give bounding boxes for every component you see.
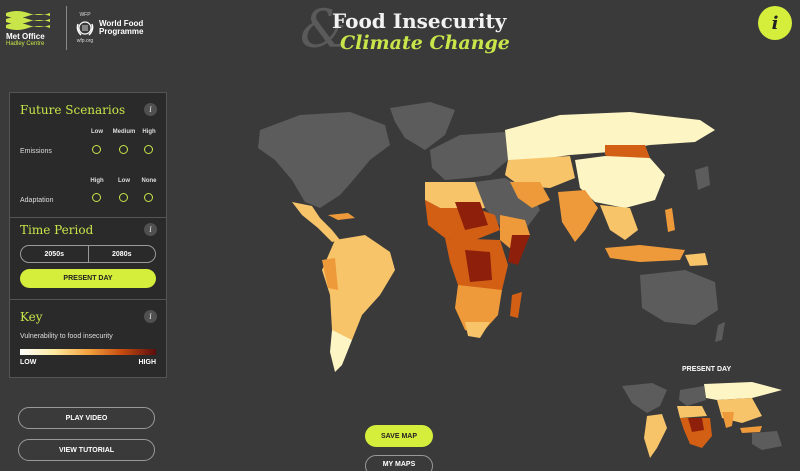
info-button[interactable]: i: [758, 6, 792, 40]
mini-australia: [752, 431, 782, 450]
adaptation-low-radio[interactable]: [119, 193, 128, 202]
emissions-low-radio[interactable]: [92, 145, 101, 154]
world-map[interactable]: [240, 90, 730, 380]
region-south-africa: [465, 322, 490, 338]
period-2080s-button[interactable]: 2080s: [87, 246, 156, 262]
wfp-url: wfp.org: [76, 38, 94, 44]
region-china: [575, 156, 665, 208]
region-andes: [322, 258, 338, 290]
mini-africa: [680, 418, 712, 448]
adaptation-none-radio[interactable]: [144, 193, 153, 202]
mini-south-america: [644, 414, 667, 458]
region-russia: [505, 112, 715, 160]
future-scenarios-title: Future Scenarios: [20, 103, 126, 117]
region-north-america: [258, 112, 390, 208]
emissions-col-medium: Medium: [112, 129, 136, 135]
emissions-col-low: Low: [91, 129, 103, 135]
adaptation-col-low: Low: [118, 178, 130, 184]
mini-africa-core: [688, 418, 704, 432]
region-greenland: [390, 102, 455, 150]
play-video-button[interactable]: PLAY VIDEO: [18, 407, 155, 429]
region-australia: [640, 270, 718, 325]
region-central-asia: [505, 156, 575, 188]
title-line2: Climate Change: [340, 32, 510, 54]
region-drc: [465, 250, 492, 282]
wfp-name-line2: Programme: [99, 27, 144, 36]
wfp-name: World Food Programme: [99, 18, 159, 37]
region-india: [558, 190, 598, 242]
future-scenarios-section: Future Scenarios i Low Medium High Emiss…: [10, 93, 166, 221]
region-caribbean: [328, 213, 355, 220]
divider: [10, 217, 166, 218]
met-office-waves-icon: [6, 10, 50, 30]
wfp-name-line1: World Food: [99, 18, 144, 28]
emissions-medium-radio[interactable]: [119, 145, 128, 154]
wfp-logo: WFP wfp.org World Food Programme: [75, 12, 159, 44]
mini-map[interactable]: [622, 378, 787, 463]
page-title: & Food Insecurity Climate Change: [300, 0, 510, 60]
time-period-title: Time Period: [20, 223, 94, 237]
region-central-america: [292, 202, 340, 242]
mini-map-label: PRESENT DAY: [682, 366, 732, 373]
region-png: [685, 253, 708, 266]
wfp-abbr: WFP: [79, 12, 91, 18]
present-day-button[interactable]: PRESENT DAY: [20, 269, 156, 288]
wfp-wreath-icon: [76, 21, 94, 36]
key-gradient: [20, 349, 156, 355]
view-tutorial-button[interactable]: VIEW TUTORIAL: [18, 439, 155, 461]
region-south-america-south: [330, 330, 352, 372]
mini-asia: [717, 398, 762, 423]
my-maps-button[interactable]: MY MAPS: [365, 455, 433, 471]
emissions-high-radio[interactable]: [144, 145, 153, 154]
logo-divider: [66, 6, 67, 50]
emissions-label: Emissions: [20, 148, 52, 155]
region-europe: [430, 132, 508, 180]
adaptation-high-radio[interactable]: [92, 193, 101, 202]
mini-russia: [704, 382, 782, 400]
key-info-icon[interactable]: i: [144, 310, 157, 323]
region-south-america: [322, 235, 395, 352]
title-line1: Food Insecurity: [332, 9, 507, 33]
mini-india: [722, 412, 734, 428]
mini-north-america: [622, 383, 667, 413]
met-office-name: Met Office: [6, 31, 45, 41]
future-scenarios-info-icon[interactable]: i: [144, 103, 157, 116]
mini-europe: [679, 386, 706, 406]
mini-indonesia: [740, 426, 762, 433]
adaptation-col-high: High: [90, 178, 104, 184]
adaptation-col-none: None: [141, 178, 157, 184]
region-niger-chad: [455, 202, 488, 230]
period-2050s-button[interactable]: 2050s: [44, 250, 64, 258]
divider: [10, 299, 166, 300]
control-panel: Future Scenarios i Low Medium High Emiss…: [9, 92, 167, 378]
key-description: Vulnerability to food insecurity: [20, 333, 113, 340]
wfp-emblem: WFP wfp.org: [75, 12, 95, 44]
adaptation-label: Adaptation: [20, 197, 54, 204]
emissions-col-high: High: [142, 129, 156, 135]
region-madagascar: [510, 292, 522, 318]
time-period-info-icon[interactable]: i: [144, 223, 157, 236]
region-somalia: [508, 235, 530, 265]
region-philippines: [665, 208, 675, 232]
region-new-zealand: [715, 322, 725, 342]
region-iran: [510, 182, 550, 208]
met-office-sub: Hadley Centre: [6, 40, 45, 47]
key-high-label: HIGH: [138, 359, 157, 366]
key-low-label: LOW: [20, 359, 37, 366]
region-indonesia: [605, 245, 685, 262]
region-se-asia: [600, 205, 638, 240]
title-ampersand: &: [300, 0, 347, 60]
save-map-button[interactable]: SAVE MAP: [365, 425, 433, 447]
mini-africa-north: [677, 406, 707, 418]
logo-bar: Met Office Hadley Centre WFP wfp.org Wor…: [6, 6, 159, 50]
met-office-logo: Met Office Hadley Centre: [6, 9, 58, 48]
key-title: Key: [20, 310, 43, 324]
region-japan: [695, 166, 710, 190]
time-period-toggle: 2050s 2080s: [20, 245, 156, 263]
